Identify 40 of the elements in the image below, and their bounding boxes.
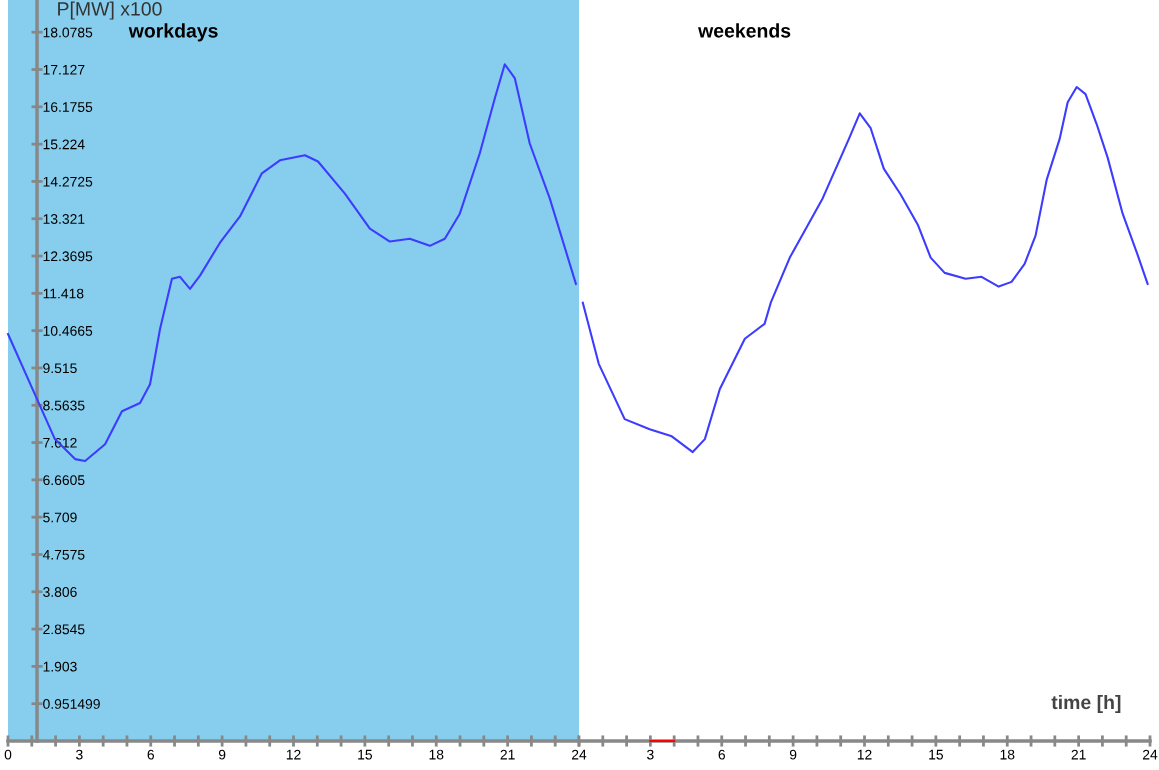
x-tick-label: 18 bbox=[429, 749, 444, 760]
x-tick-label: 15 bbox=[358, 749, 373, 760]
y-tick-label: 15.224 bbox=[43, 139, 85, 150]
y-tick-label: 13.321 bbox=[43, 214, 85, 224]
x-tick-label: 21 bbox=[1071, 749, 1086, 760]
line-series bbox=[6, 63, 577, 463]
x-tick-label: 6 bbox=[147, 749, 154, 760]
x-tick-label: 24 bbox=[1142, 749, 1158, 760]
y-tick-label: 0.951499 bbox=[43, 699, 100, 709]
x-tick-label: 18 bbox=[1000, 749, 1015, 760]
x-tick-label: 9 bbox=[789, 749, 797, 760]
x-tick-label: 3 bbox=[647, 749, 654, 760]
x-tick-label: 3 bbox=[76, 749, 83, 760]
y-tick-label: 8.5635 bbox=[43, 400, 85, 411]
y-tick-label: 4.7575 bbox=[42, 549, 85, 560]
y-tick-label: 10.4665 bbox=[43, 325, 93, 336]
text: weekends bbox=[698, 23, 791, 38]
x-tick-label: 0 bbox=[4, 749, 12, 760]
y-tick-label: 2.8545 bbox=[43, 624, 85, 635]
y-tick-label: 6.6605 bbox=[43, 475, 85, 486]
x-tick-label: 15 bbox=[929, 749, 944, 760]
y-axis-title: P[MW] x100 bbox=[58, 1, 162, 20]
y-tick-label: 12.3695 bbox=[43, 251, 93, 262]
y-tick-label: 3.806 bbox=[43, 587, 77, 597]
x-tick-label: 6 bbox=[718, 749, 725, 760]
y-tick-label: 1.903 bbox=[43, 661, 77, 672]
x-tick-label: 24 bbox=[571, 749, 587, 760]
x-tick-label: 9 bbox=[218, 749, 226, 760]
y-tick-label: 16.1755 bbox=[43, 102, 93, 112]
x-tick-label: 12 bbox=[857, 749, 872, 760]
y-tick-label: 9.515 bbox=[43, 363, 77, 374]
y-tick-label: 5.709 bbox=[43, 512, 77, 523]
x-tick-label: 12 bbox=[286, 749, 301, 760]
y-tick-label: 17.127 bbox=[43, 64, 85, 75]
text: workdays bbox=[128, 23, 218, 42]
y-tick-label: 11.418 bbox=[43, 288, 84, 299]
x-tick-label: 21 bbox=[500, 749, 515, 760]
y-tick-label: 18.0785 bbox=[43, 27, 93, 38]
x-axis-title: time [h] bbox=[1051, 694, 1121, 714]
y-tick-label: 14.2725 bbox=[43, 176, 93, 187]
